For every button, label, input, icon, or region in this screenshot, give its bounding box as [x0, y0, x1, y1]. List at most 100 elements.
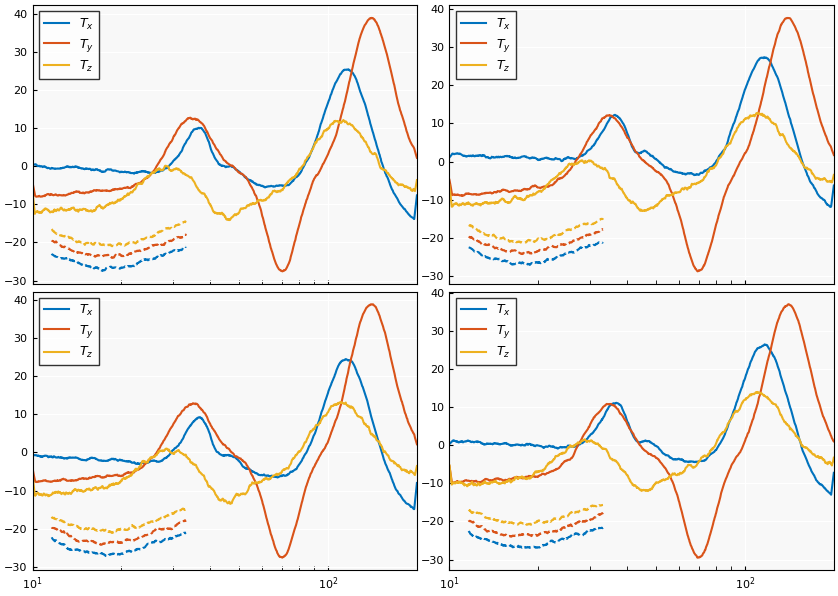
$T_z$: [328, 120, 338, 127]
$T_z$: [225, 500, 235, 507]
$T_z$: [335, 399, 345, 406]
$T_x$: [444, 440, 454, 448]
$T_y$: [692, 554, 702, 561]
$T_x$: [409, 216, 419, 223]
$T_y$: [829, 438, 838, 445]
$T_x$: [28, 451, 38, 458]
$T_x$: [197, 415, 207, 422]
$T_z$: [67, 204, 77, 212]
Line: $T_x$: $T_x$: [449, 57, 834, 207]
$T_z$: [183, 172, 193, 179]
$T_y$: [744, 426, 754, 433]
$T_y$: [829, 151, 838, 159]
$T_z$: [829, 454, 838, 461]
$T_z$: [28, 471, 38, 478]
$T_y$: [28, 179, 38, 186]
$T_y$: [183, 403, 193, 410]
$T_y$: [744, 140, 754, 147]
$T_z$: [183, 455, 193, 462]
$T_z$: [484, 200, 494, 207]
$T_x$: [758, 54, 768, 61]
$T_y$: [67, 190, 77, 197]
$T_y$: [692, 268, 702, 275]
$T_x$: [825, 203, 835, 210]
$T_x$: [67, 454, 77, 461]
$T_y$: [334, 405, 344, 412]
$T_x$: [484, 154, 494, 162]
Line: $T_x$: $T_x$: [33, 69, 417, 219]
$T_z$: [444, 182, 454, 189]
$T_x$: [600, 411, 610, 418]
$T_z$: [28, 187, 38, 194]
$T_x$: [67, 163, 77, 170]
$T_z$: [600, 164, 610, 172]
$T_z$: [637, 207, 647, 215]
$T_y$: [367, 14, 377, 21]
Line: $T_z$: $T_z$: [33, 402, 417, 504]
$T_y$: [600, 113, 610, 120]
$T_x$: [751, 347, 761, 354]
$T_y$: [444, 462, 454, 470]
$T_y$: [197, 120, 207, 127]
$T_y$: [444, 176, 454, 184]
$T_z$: [334, 399, 344, 406]
$T_x$: [600, 125, 610, 132]
$T_y$: [28, 464, 38, 471]
Line: $T_y$: $T_y$: [33, 304, 417, 558]
$T_y$: [613, 407, 623, 414]
Legend: $T_x$, $T_y$, $T_z$: $T_x$, $T_y$, $T_z$: [456, 298, 515, 365]
$T_x$: [341, 356, 351, 363]
$T_x$: [444, 154, 454, 161]
$T_z$: [744, 392, 754, 399]
$T_x$: [412, 479, 422, 486]
$T_z$: [613, 461, 623, 468]
$T_z$: [752, 110, 762, 117]
Legend: $T_x$, $T_y$, $T_z$: $T_x$, $T_y$, $T_z$: [39, 298, 99, 365]
$T_z$: [224, 216, 234, 224]
$T_x$: [327, 378, 337, 385]
$T_x$: [829, 182, 838, 189]
Line: $T_x$: $T_x$: [33, 359, 417, 509]
$T_x$: [183, 426, 193, 433]
$T_z$: [752, 389, 762, 396]
Legend: $T_x$, $T_y$, $T_z$: $T_x$, $T_y$, $T_z$: [39, 11, 99, 79]
$T_z$: [643, 488, 653, 495]
$T_x$: [826, 491, 836, 498]
$T_x$: [183, 135, 193, 142]
$T_z$: [339, 116, 349, 123]
$T_z$: [197, 190, 207, 197]
$T_y$: [709, 517, 719, 524]
$T_z$: [197, 470, 207, 477]
$T_y$: [782, 14, 792, 21]
$T_y$: [484, 190, 494, 197]
$T_y$: [600, 402, 610, 409]
$T_y$: [328, 425, 338, 432]
$T_x$: [759, 341, 769, 348]
$T_y$: [366, 300, 376, 308]
$T_y$: [484, 477, 494, 484]
$T_y$: [197, 406, 207, 414]
$T_z$: [709, 164, 719, 172]
$T_x$: [708, 162, 718, 169]
$T_y$: [292, 230, 302, 237]
$T_z$: [709, 444, 719, 451]
$T_y$: [277, 268, 287, 275]
$T_x$: [484, 440, 494, 447]
$T_x$: [197, 125, 207, 132]
Line: $T_x$: $T_x$: [449, 344, 834, 495]
$T_z$: [829, 171, 838, 178]
$T_z$: [412, 462, 422, 470]
$T_y$: [752, 404, 762, 411]
$T_z$: [600, 445, 610, 452]
$T_z$: [328, 402, 338, 409]
$T_x$: [744, 363, 754, 370]
$T_x$: [344, 66, 354, 73]
$T_x$: [334, 73, 344, 80]
$T_y$: [752, 117, 762, 125]
$T_z$: [292, 451, 302, 458]
$T_x$: [28, 162, 38, 169]
$T_y$: [277, 554, 287, 561]
Line: $T_z$: $T_z$: [449, 392, 834, 491]
$T_y$: [412, 154, 422, 162]
$T_y$: [334, 118, 344, 125]
